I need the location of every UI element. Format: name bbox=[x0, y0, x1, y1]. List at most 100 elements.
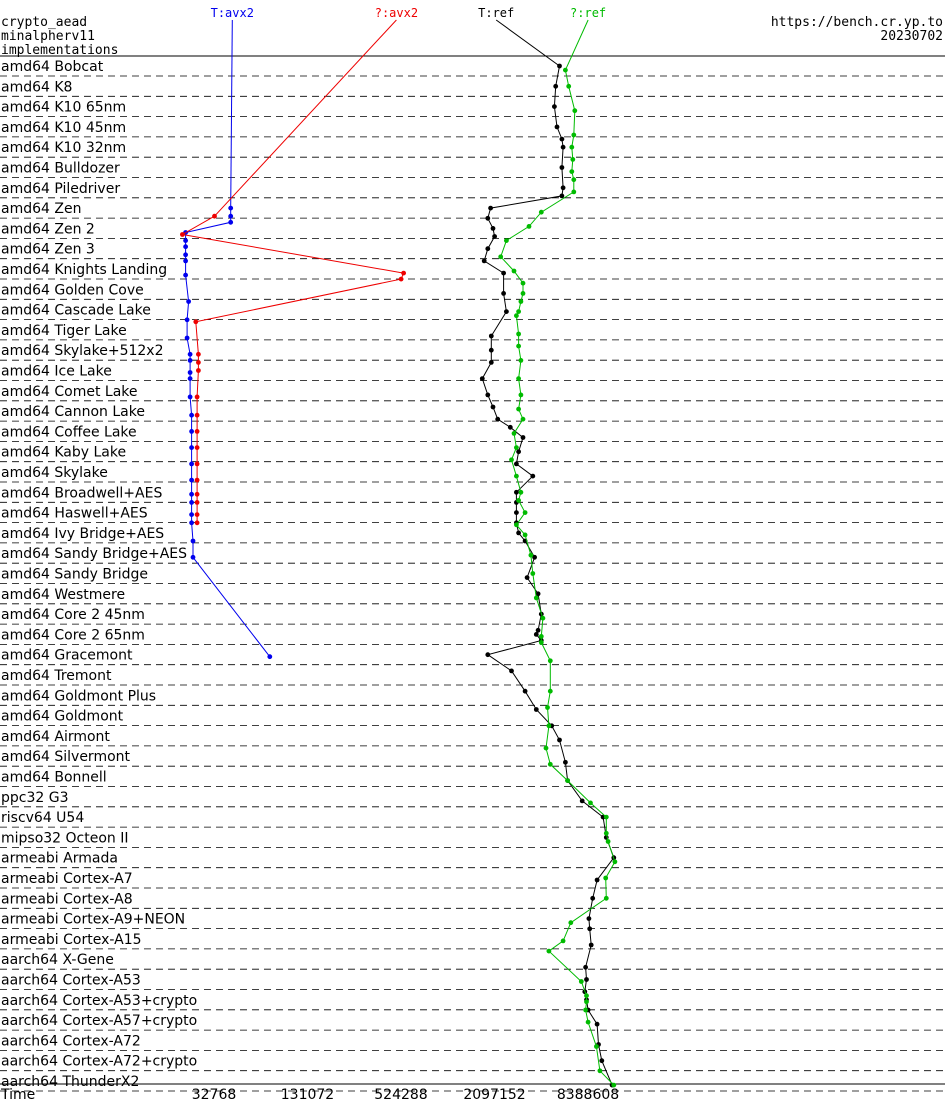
data-point bbox=[485, 652, 491, 658]
row-label: armeabi Cortex-A15 bbox=[1, 932, 142, 948]
data-point bbox=[183, 244, 189, 250]
row-label: aarch64 X-Gene bbox=[1, 952, 114, 968]
series-leader-line bbox=[564, 19, 589, 71]
data-point bbox=[401, 270, 406, 276]
data-point bbox=[559, 165, 565, 170]
data-point bbox=[194, 477, 200, 483]
series-label: ?:ref bbox=[570, 6, 606, 20]
row-label: amd64 Skylake bbox=[1, 465, 108, 481]
data-point bbox=[190, 554, 196, 560]
data-point bbox=[520, 435, 526, 440]
data-point bbox=[194, 461, 200, 467]
row-label: amd64 Goldmont bbox=[1, 709, 124, 725]
data-point bbox=[501, 291, 506, 296]
data-point bbox=[485, 392, 491, 398]
row-label: armeabi Armada bbox=[1, 851, 118, 867]
data-point bbox=[547, 761, 553, 767]
data-point bbox=[194, 445, 200, 450]
row-label: amd64 Core 2 45nm bbox=[1, 607, 145, 623]
data-point bbox=[552, 104, 557, 109]
series-label: T:avx2 bbox=[211, 6, 254, 20]
series-label: T:ref bbox=[478, 6, 514, 20]
data-point bbox=[501, 270, 506, 276]
row-label: amd64 Tremont bbox=[1, 668, 112, 684]
row-label: amd64 Golden Cove bbox=[1, 282, 144, 298]
data-point bbox=[563, 759, 568, 765]
data-point bbox=[194, 500, 200, 505]
row-label: amd64 Ivy Bridge+AES bbox=[1, 526, 164, 542]
x-axis-label: Time bbox=[0, 1087, 35, 1103]
data-point bbox=[569, 144, 575, 150]
data-point bbox=[481, 258, 487, 264]
data-point bbox=[189, 512, 195, 517]
x-tick-label: 8388608 bbox=[557, 1087, 619, 1103]
data-point bbox=[183, 252, 189, 258]
data-point bbox=[507, 424, 513, 430]
data-point bbox=[488, 333, 494, 339]
data-point bbox=[518, 392, 524, 398]
data-point bbox=[559, 136, 565, 142]
data-point bbox=[546, 948, 552, 954]
data-point bbox=[196, 368, 201, 373]
row-label: armeabi Cortex-A7 bbox=[1, 871, 133, 887]
data-point bbox=[184, 335, 190, 341]
row-label: amd64 Cascade Lake bbox=[1, 303, 151, 319]
data-point bbox=[189, 429, 195, 434]
data-point bbox=[520, 416, 526, 422]
data-point bbox=[571, 189, 577, 195]
row-label: amd64 Haswell+AES bbox=[1, 506, 148, 522]
data-point bbox=[485, 246, 491, 252]
data-point bbox=[194, 520, 200, 526]
data-point bbox=[530, 571, 536, 576]
row-label: riscv64 U54 bbox=[1, 810, 84, 826]
data-point bbox=[559, 193, 565, 199]
x-tick-label: 2097152 bbox=[463, 1087, 525, 1103]
row-label: amd64 Piledriver bbox=[1, 181, 120, 197]
data-point bbox=[479, 376, 485, 381]
data-point bbox=[516, 449, 521, 455]
data-point bbox=[194, 429, 200, 434]
data-point bbox=[554, 124, 560, 130]
data-point bbox=[543, 745, 549, 751]
data-point bbox=[565, 778, 570, 783]
series-leader-line bbox=[230, 19, 233, 209]
data-point bbox=[189, 500, 195, 505]
row-label: amd64 Bonnell bbox=[1, 770, 107, 786]
row-label: amd64 Sandy Bridge+AES bbox=[1, 546, 187, 562]
data-point bbox=[584, 993, 589, 999]
data-point bbox=[514, 461, 519, 467]
row-label: amd64 Zen 3 bbox=[1, 242, 95, 258]
data-point bbox=[557, 737, 562, 743]
data-point bbox=[187, 351, 193, 357]
chart-header: crypto_aead minalpherv11 implementations… bbox=[1, 15, 943, 58]
header-site-url: https://bench.cr.yp.to bbox=[771, 15, 943, 30]
data-point bbox=[194, 394, 200, 400]
row-label: amd64 Kaby Lake bbox=[1, 445, 126, 461]
data-point bbox=[588, 800, 593, 806]
data-point bbox=[571, 177, 577, 183]
data-point bbox=[585, 1019, 591, 1025]
row-label: amd64 Gracemont bbox=[1, 648, 133, 664]
data-point bbox=[588, 942, 594, 948]
data-point bbox=[509, 668, 514, 674]
data-point bbox=[584, 977, 589, 982]
data-point bbox=[583, 964, 588, 970]
row-label: aarch64 Cortex-A57+crypto bbox=[1, 1013, 197, 1029]
data-point bbox=[516, 406, 521, 412]
data-point bbox=[189, 491, 195, 497]
data-point bbox=[547, 658, 553, 664]
data-point bbox=[590, 895, 596, 901]
data-point bbox=[579, 798, 585, 804]
data-point bbox=[183, 258, 189, 264]
data-point bbox=[528, 552, 534, 558]
row-label: amd64 Ice Lake bbox=[1, 364, 112, 380]
series-labels: T:avx2 ?:avx2 T:ref ?:ref bbox=[211, 6, 606, 217]
data-point bbox=[516, 343, 521, 349]
row-label: amd64 Bulldozer bbox=[1, 161, 120, 177]
data-point bbox=[522, 510, 528, 515]
header-line-primitive: crypto_aead bbox=[1, 15, 87, 30]
data-point bbox=[509, 457, 514, 463]
data-point bbox=[612, 859, 618, 865]
data-point bbox=[228, 213, 234, 219]
